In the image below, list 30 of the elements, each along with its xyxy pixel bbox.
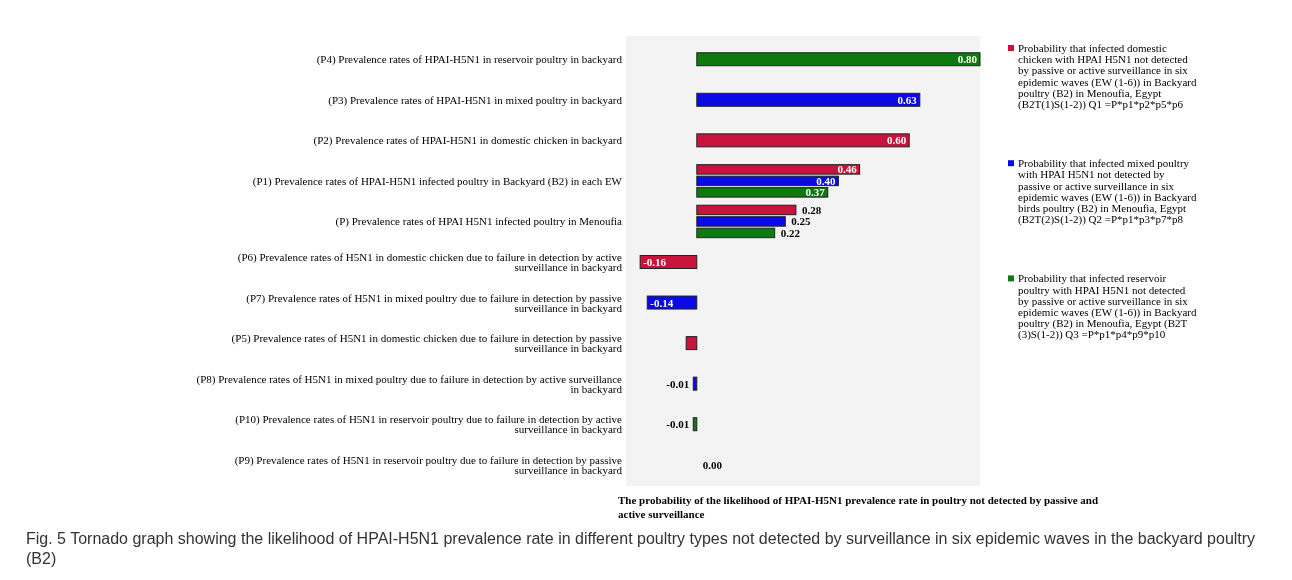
data-label: 0.63 <box>897 93 918 106</box>
data-label: 0.22 <box>780 226 801 239</box>
legend-label: Probability that infected reservoir poultry with HPAI H5N1 not detected by passive or active surveillance in six epidemic waves (EW (1-6)) in Backyard poultry (B2) in Menoufia, Egypt (B2T (3)S(1-2)) Q3 =P*p1*p4*p9*p10 <box>1018 272 1197 342</box>
data-label: -0.01 <box>666 418 690 431</box>
y-tick-label: (P8) Prevalence rates of H5N1 in mixed poultry due to failure in detection by active surveillance in backyard <box>196 372 623 395</box>
y-tick-label: (P6) Prevalence rates of H5N1 in domestic chicken due to failure in detection by active surveillance in backyard <box>237 251 623 273</box>
legend-label: Probability that infected domestic chicken with HPAI H5N1 not detected by passive or active surveillance in six epidemic waves (EW (1-6)) in Backyard poultry (B2) in Menoufia, Egypt (B2T(1)S(1-2)) Q1 =P*p1*p2*p5*p6 <box>1018 42 1197 111</box>
y-tick-label: (P) Prevalence rates of HPAI H5N1 infected poultry in Menoufia <box>335 215 623 229</box>
data-label: 0.46 <box>837 163 858 176</box>
data-label: 0.37 <box>805 186 826 199</box>
data-label: -0.14 <box>650 296 674 309</box>
x-axis-title: The probability of the likelihood of HPAI-H5N1 prevalence rate in poultry not detected by passive and active surveillance <box>618 494 1099 520</box>
y-tick-label: (P7) Prevalence rates of H5N1 in mixed poultry due to failure in detection by passive surveillance in backyard <box>246 291 623 314</box>
legend-label: Probability that infected mixed poultry with HPAI H5N1 not detected by passive or active surveillance in six epidemic waves (EW (1-6)) in Backyard birds poultry (B2) in Menoufia, Egypt (B2T(2)S(1-2)) Q2 =P*p1*p3*p7*p8 <box>1018 157 1197 227</box>
data-label: 0.25 <box>791 215 812 228</box>
y-tick-label: (P2) Prevalence rates of HPAI-H5N1 in domestic chicken in backyard <box>313 134 623 148</box>
y-tick-label: (P10) Prevalence rates of H5N1 in reservoir poultry due to failure in detection by active surveillance in backyard <box>235 413 623 436</box>
y-tick-label: (P5) Prevalence rates of H5N1 in domestic chicken due to failure in detection by passive surveillance in backyard <box>231 332 623 355</box>
y-tick-label: (P9) Prevalence rates of H5N1 in reservoir poultry due to failure in detection by passive surveillance in backyard <box>234 453 623 476</box>
data-label: -0.16 <box>643 256 667 268</box>
y-tick-label: (P4) Prevalence rates of HPAI-H5N1 in reservoir poultry in backyard <box>316 53 623 67</box>
y-tick-label: (P1) Prevalence rates of HPAI-H5N1 infected poultry in Backyard (B2) in each EW <box>252 174 623 188</box>
data-label: 0.80 <box>957 53 978 66</box>
data-label: 0.00 <box>702 458 723 471</box>
y-tick-label: (P3) Prevalence rates of HPAI-H5N1 in mixed poultry in backyard <box>328 93 623 107</box>
data-label: 0.60 <box>886 134 907 147</box>
data-label: 0.28 <box>801 203 822 216</box>
caption: Fig. 5 Tornado graph showing the likelihood of HPAI-H5N1 prevalence rate in different poultry types not detected by surveillance in six epidemic waves in the backyard poultry (B2) <box>26 530 1256 567</box>
data-label: 0.40 <box>816 174 836 187</box>
data-label: -0.01 <box>666 377 690 390</box>
